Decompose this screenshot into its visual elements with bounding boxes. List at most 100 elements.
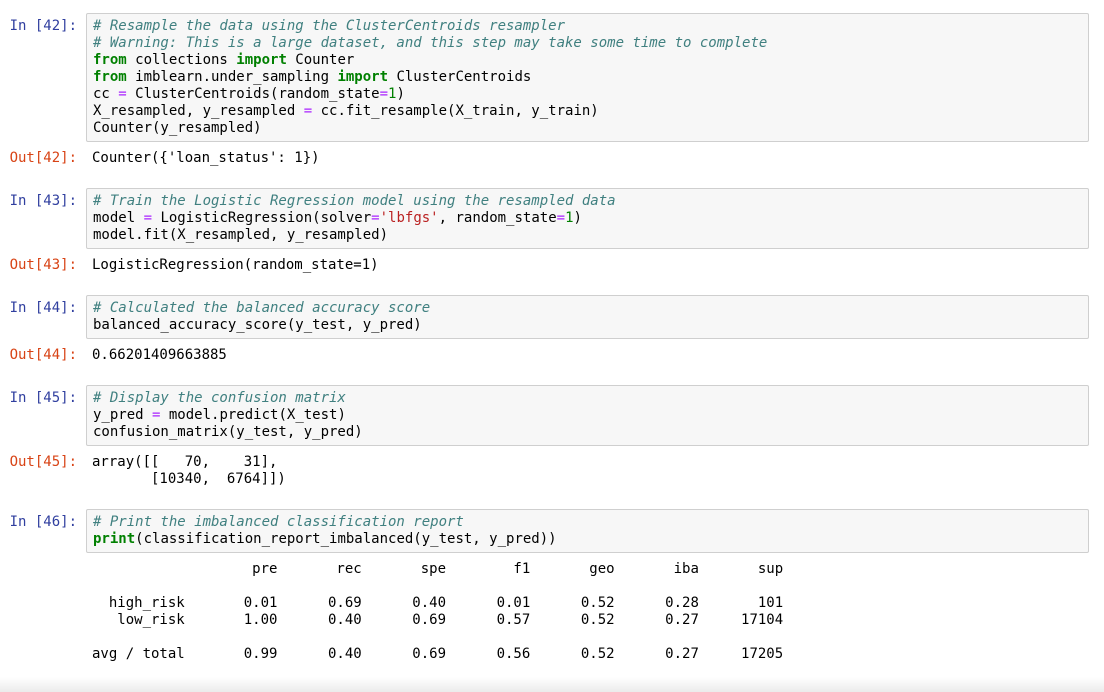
code-token-keyword: from: [93, 52, 127, 68]
code-editor[interactable]: # Display the confusion matrix y_pred = m…: [86, 385, 1089, 446]
code-token-plain: ClusterCentroids: [388, 69, 532, 85]
cell-output-text: 0.66201409663885: [92, 347, 227, 363]
code-line: from collections import Counter: [93, 52, 1084, 69]
code-token-plain: ): [573, 210, 582, 226]
code-token-plain: confusion_matrix(y_test, y_pred): [93, 424, 363, 440]
input-row: In [43]: # Train the Logistic Regression …: [0, 188, 1104, 249]
output-row: pre rec spe f1 geo iba sup high_risk 0.0…: [0, 561, 1104, 663]
output-area: LogisticRegression(random_state=1): [86, 257, 1089, 274]
code-editor[interactable]: # Print the imbalanced classification re…: [86, 509, 1089, 553]
notebook-cell: In [46]: # Print the imbalanced classific…: [0, 509, 1104, 663]
out-prompt: Out[43]:: [9, 257, 77, 273]
output-row: Out[43]: LogisticRegression(random_state=…: [0, 257, 1104, 274]
code-token-comment: # Warning: This is a large dataset, and …: [93, 35, 768, 51]
notebook-cell: In [43]: # Train the Logistic Regression …: [0, 188, 1104, 274]
code-line: model.fit(X_resampled, y_resampled): [93, 227, 1084, 244]
inner-cell: # Display the confusion matrix y_pred = m…: [86, 385, 1089, 446]
code-line: Counter(y_resampled): [93, 120, 1084, 137]
code-token-plain: model.fit(X_resampled, y_resampled): [93, 227, 389, 243]
in-prompt: In [43]:: [9, 193, 77, 209]
output-area: array([[ 70, 31], [10340, 6764]]): [86, 454, 1089, 488]
in-prompt: In [42]:: [9, 18, 77, 34]
code-token-comment: # Display the confusion matrix: [93, 390, 346, 406]
code-token-op: =: [143, 210, 153, 226]
code-token-plain: cc: [93, 86, 119, 102]
code-token-plain: y_pred: [93, 407, 153, 423]
code-token-plain: model: [93, 210, 144, 226]
notebook-cell: In [45]: # Display the confusion matrix y_…: [0, 385, 1104, 488]
code-token-plain: imblearn.under_sampling: [126, 69, 338, 85]
code-token-keyword: from: [93, 69, 127, 85]
code-token-op: =: [379, 86, 389, 102]
code-line: # Display the confusion matrix: [93, 390, 1084, 407]
code-token-plain: , random_state: [438, 210, 557, 226]
in-prompt: In [46]:: [9, 514, 77, 530]
code-line: from imblearn.under_sampling import Clus…: [93, 69, 1084, 86]
code-token-plain: X_resampled, y_resampled: [93, 103, 304, 119]
output-area: pre rec spe f1 geo iba sup high_risk 0.0…: [86, 561, 1089, 663]
inner-cell: # Train the Logistic Regression model us…: [86, 188, 1089, 249]
notebook-cell: In [44]: # Calculated the balanced accura…: [0, 295, 1104, 364]
input-row: In [45]: # Display the confusion matrix y_…: [0, 385, 1104, 446]
cell-output-text: array([[ 70, 31], [10340, 6764]]): [92, 454, 286, 487]
code-line: balanced_accuracy_score(y_test, y_pred): [93, 317, 1084, 334]
code-line: # Print the imbalanced classification re…: [93, 514, 1084, 531]
code-line: # Calculated the balanced accuracy score: [93, 300, 1084, 317]
code-line: y_pred = model.predict(X_test): [93, 407, 1084, 424]
out-prompt: Out[42]:: [9, 150, 77, 166]
code-token-number: 1: [388, 86, 397, 102]
code-token-plain: Counter: [286, 52, 355, 68]
code-line: # Resample the data using the ClusterCen…: [93, 18, 1084, 35]
in-prompt: In [44]:: [9, 300, 77, 316]
notebook: In [42]: # Resample the data using the Cl…: [0, 13, 1104, 663]
code-token-plain: ClusterCentroids(random_state: [126, 86, 380, 102]
code-line: cc = ClusterCentroids(random_state=1): [93, 86, 1084, 103]
code-token-string: 'lbfgs': [379, 210, 439, 226]
code-token-plain: ): [396, 86, 405, 102]
code-line: print(classification_report_imbalanced(y…: [93, 531, 1084, 548]
in-prompt: In [45]:: [9, 390, 77, 406]
inner-cell: # Resample the data using the ClusterCen…: [86, 13, 1089, 142]
output-row: Out[44]: 0.66201409663885: [0, 347, 1104, 364]
code-token-plain: cc.fit_resample(X_train, y_train): [312, 103, 599, 119]
code-line: model = LogisticRegression(solver='lbfgs…: [93, 210, 1084, 227]
out-prompt: Out[44]:: [9, 347, 77, 363]
input-row: In [42]: # Resample the data using the Cl…: [0, 13, 1104, 142]
code-token-op: =: [152, 407, 161, 423]
next-cell-edge: [0, 677, 1104, 692]
code-editor[interactable]: # Calculated the balanced accuracy score…: [86, 295, 1089, 339]
code-token-keyword: import: [236, 52, 287, 68]
code-line: confusion_matrix(y_test, y_pred): [93, 424, 1084, 441]
code-token-op: =: [371, 210, 380, 226]
code-token-number: 1: [565, 210, 574, 226]
code-token-keyword: import: [337, 69, 389, 85]
inner-cell: # Print the imbalanced classification re…: [86, 509, 1089, 553]
code-token-plain: model.predict(X_test): [160, 407, 346, 423]
code-token-plain: (classification_report_imbalanced(y_test…: [135, 531, 557, 547]
code-line: # Train the Logistic Regression model us…: [93, 193, 1084, 210]
output-area: Counter({'loan_status': 1}): [86, 150, 1089, 167]
code-token-plain: Counter(y_resampled): [93, 120, 262, 136]
input-row: In [46]: # Print the imbalanced classific…: [0, 509, 1104, 553]
code-token-comment: # Train the Logistic Regression model us…: [93, 193, 616, 209]
classification-report-output: pre rec spe f1 geo iba sup high_risk 0.0…: [92, 561, 784, 662]
cell-output-text: Counter({'loan_status': 1}): [92, 150, 320, 166]
code-token-keyword: print: [93, 531, 136, 547]
code-token-plain: collections: [126, 52, 237, 68]
code-line: X_resampled, y_resampled = cc.fit_resamp…: [93, 103, 1084, 120]
code-token-op: =: [556, 210, 566, 226]
inner-cell: # Calculated the balanced accuracy score…: [86, 295, 1089, 339]
code-token-plain: balanced_accuracy_score(y_test, y_pred): [93, 317, 422, 333]
notebook-cell: In [42]: # Resample the data using the Cl…: [0, 13, 1104, 167]
output-row: Out[42]: Counter({'loan_status': 1}): [0, 150, 1104, 167]
code-token-op: =: [303, 103, 313, 119]
output-row: Out[45]: array([[ 70, 31], [10340, 6764]]…: [0, 454, 1104, 488]
code-editor[interactable]: # Train the Logistic Regression model us…: [86, 188, 1089, 249]
input-row: In [44]: # Calculated the balanced accura…: [0, 295, 1104, 339]
code-editor[interactable]: # Resample the data using the ClusterCen…: [86, 13, 1089, 142]
code-token-op: =: [118, 86, 127, 102]
code-token-comment: # Print the imbalanced classification re…: [93, 514, 464, 530]
code-token-plain: LogisticRegression(solver: [152, 210, 372, 226]
code-token-comment: # Calculated the balanced accuracy score: [93, 300, 431, 316]
cell-output-text: LogisticRegression(random_state=1): [92, 257, 379, 273]
